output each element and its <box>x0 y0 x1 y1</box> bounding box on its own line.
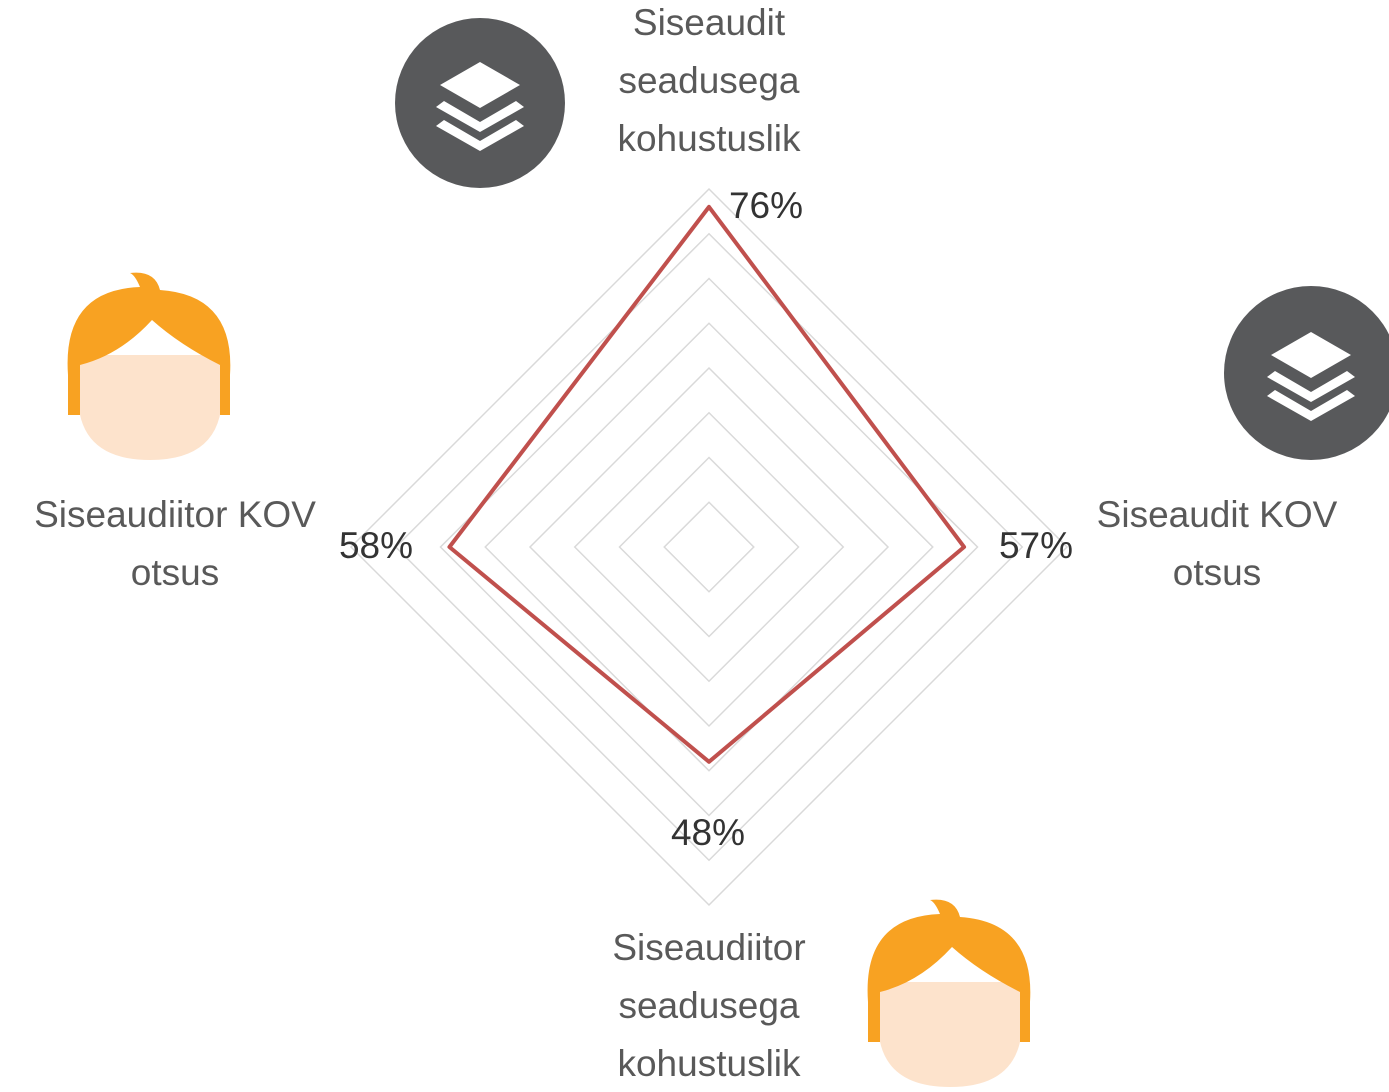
layers-icon <box>395 18 565 188</box>
grid-ring <box>394 232 1024 862</box>
series-line <box>447 204 967 764</box>
category-label: Siseaudiitor KOV <box>34 494 316 535</box>
value-label: 58% <box>339 525 413 566</box>
value-label: 76% <box>729 185 803 226</box>
grid-ring <box>528 366 890 728</box>
person-icon <box>67 272 231 460</box>
category-label: kohustuslik <box>617 1043 801 1084</box>
person-icon <box>867 899 1031 1087</box>
grid-ring <box>484 322 934 772</box>
category-label: otsus <box>1173 552 1261 593</box>
category-label: seadusega <box>618 985 799 1026</box>
category-label: seadusega <box>618 60 799 101</box>
category-label: otsus <box>131 552 219 593</box>
grid-ring <box>349 187 1069 907</box>
grid-ring <box>439 277 979 817</box>
value-label: 57% <box>999 525 1073 566</box>
layers-icon <box>1224 286 1389 460</box>
category-label: kohustuslik <box>617 118 801 159</box>
grid-ring <box>573 411 845 683</box>
category-label: Siseaudit KOV <box>1097 494 1338 535</box>
value-label: 48% <box>671 812 745 853</box>
category-label: Siseaudiitor <box>612 927 805 968</box>
grid-ring <box>618 456 800 638</box>
category-label: Siseaudit <box>633 2 786 43</box>
grid-ring <box>663 501 755 593</box>
